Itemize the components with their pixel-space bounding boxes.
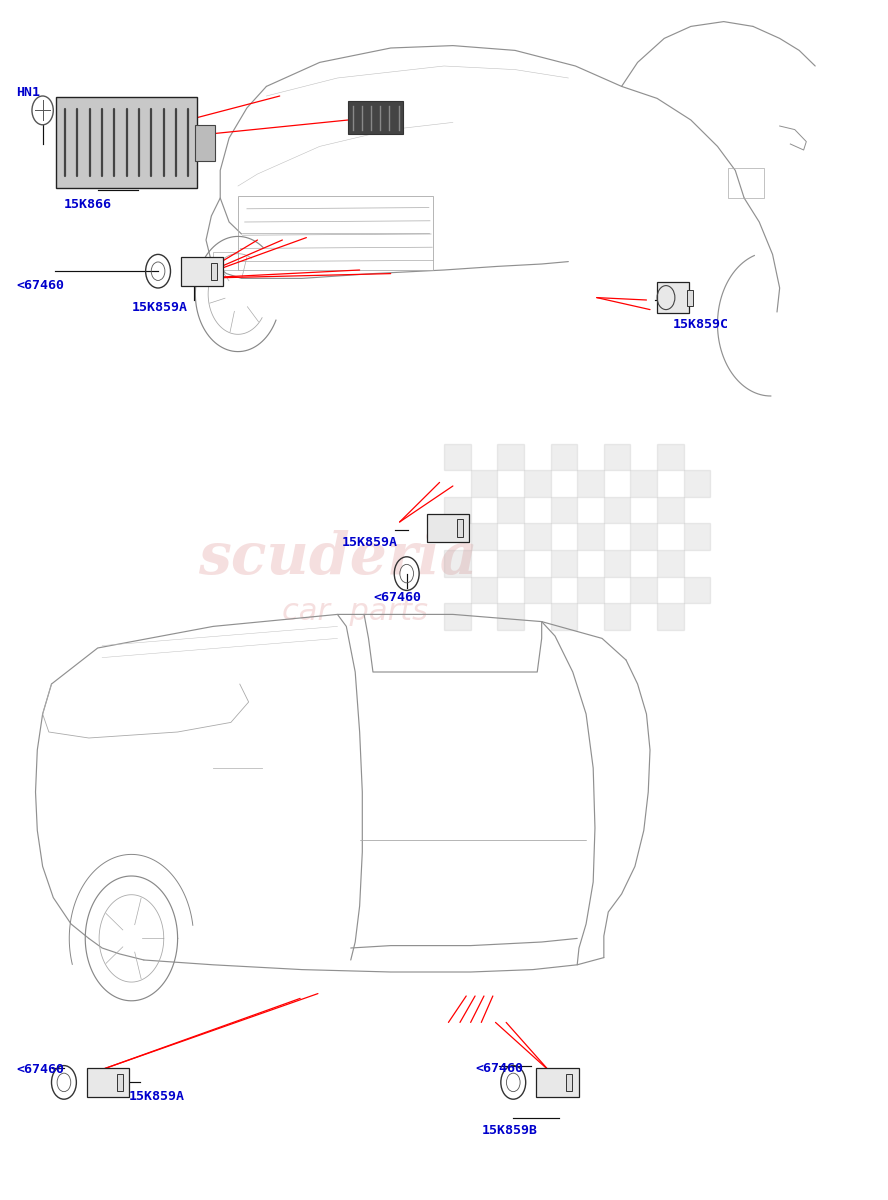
Text: car  parts: car parts bbox=[282, 598, 428, 626]
Bar bbox=[684, 470, 710, 497]
Bar bbox=[604, 550, 630, 577]
Bar bbox=[577, 523, 604, 550]
Bar bbox=[524, 523, 551, 550]
Bar bbox=[444, 444, 471, 470]
Text: <67460: <67460 bbox=[373, 592, 421, 604]
Bar bbox=[456, 520, 463, 536]
Bar bbox=[566, 1074, 572, 1091]
Bar bbox=[116, 1074, 123, 1091]
Bar bbox=[427, 514, 470, 542]
Bar bbox=[444, 497, 471, 523]
Bar bbox=[604, 604, 630, 630]
Text: <67460: <67460 bbox=[475, 1062, 523, 1074]
Bar bbox=[87, 1068, 130, 1097]
Bar bbox=[657, 497, 684, 523]
Bar bbox=[497, 604, 524, 630]
Bar bbox=[181, 257, 224, 286]
Bar bbox=[536, 1068, 579, 1097]
Bar bbox=[210, 263, 217, 280]
Bar bbox=[471, 523, 497, 550]
Text: HN1: HN1 bbox=[16, 86, 40, 98]
Bar bbox=[551, 497, 577, 523]
Bar bbox=[444, 550, 471, 577]
Text: 15K859C: 15K859C bbox=[673, 318, 729, 330]
Text: 15K859A: 15K859A bbox=[129, 1091, 185, 1103]
Text: scuderia: scuderia bbox=[198, 529, 477, 587]
FancyBboxPatch shape bbox=[56, 97, 197, 188]
Text: <67460: <67460 bbox=[16, 280, 64, 292]
Bar bbox=[497, 444, 524, 470]
Bar bbox=[213, 252, 238, 270]
Bar bbox=[577, 470, 604, 497]
Bar bbox=[497, 550, 524, 577]
Bar bbox=[630, 523, 657, 550]
Bar bbox=[524, 577, 551, 604]
Bar bbox=[551, 550, 577, 577]
Text: 15K859A: 15K859A bbox=[342, 536, 398, 548]
Bar bbox=[471, 470, 497, 497]
Bar bbox=[471, 577, 497, 604]
Bar bbox=[551, 604, 577, 630]
Bar bbox=[238, 196, 433, 270]
Bar bbox=[604, 497, 630, 523]
Bar bbox=[630, 470, 657, 497]
Bar bbox=[524, 470, 551, 497]
Text: 15K866: 15K866 bbox=[64, 198, 112, 210]
Bar bbox=[657, 604, 684, 630]
Bar bbox=[687, 289, 693, 306]
Bar bbox=[657, 444, 684, 470]
Text: <67460: <67460 bbox=[16, 1063, 64, 1075]
FancyBboxPatch shape bbox=[657, 282, 689, 313]
Bar bbox=[684, 577, 710, 604]
Text: 15K859A: 15K859A bbox=[131, 301, 187, 313]
Bar bbox=[630, 577, 657, 604]
Bar bbox=[444, 604, 471, 630]
Text: 15K859B: 15K859B bbox=[482, 1124, 538, 1136]
Bar bbox=[551, 444, 577, 470]
Bar bbox=[657, 550, 684, 577]
Bar bbox=[497, 497, 524, 523]
Bar bbox=[684, 523, 710, 550]
Bar bbox=[604, 444, 630, 470]
Bar bbox=[577, 577, 604, 604]
Bar bbox=[195, 125, 215, 161]
Bar bbox=[348, 101, 403, 134]
Bar bbox=[728, 168, 764, 198]
